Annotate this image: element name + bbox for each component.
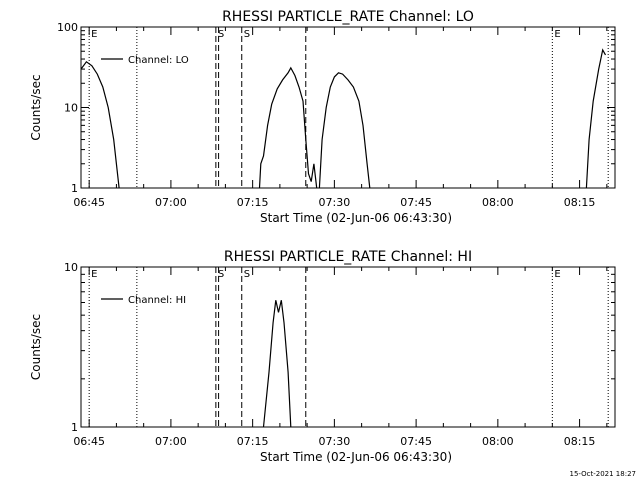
event-marker-label: S [244,29,250,40]
x-tick-label: 08:00 [482,435,514,448]
series-line [80,60,120,189]
y-tick-label: 100 [57,21,78,34]
y-tick-label: 10 [64,102,78,115]
x-tick-label: 06:45 [73,435,105,448]
y-tick-label: 1 [71,421,78,434]
date-stamp: 15-Oct-2021 18:27 [570,470,636,478]
x-tick-label: 07:30 [319,435,351,448]
x-tick-label: 07:00 [155,435,187,448]
series-line [262,300,292,428]
x-tick-label: 08:15 [564,196,596,209]
chart-panel-lo: RHESSI PARTICLE_RATE Channel: LO Start Ti… [29,9,616,225]
event-marker-label: E [91,269,97,280]
plot-frame [80,26,616,189]
y-axis-label: Counts/sec [29,314,43,380]
series-line [318,72,371,189]
x-tick-label: 07:15 [237,435,269,448]
legend-entry: Channel: LO [128,55,189,66]
event-marker-label: E [554,269,560,280]
series-line [585,48,607,189]
x-tick-label: 06:45 [73,196,105,209]
y-tick-label: 1 [71,182,78,195]
x-axis-label: Start Time (02-Jun-06 06:43:30) [260,450,452,464]
x-axis-label: Start Time (02-Jun-06 06:43:30) [260,211,452,225]
y-axis-label: Counts/sec [29,74,43,140]
chart-title: RHESSI PARTICLE_RATE Channel: HI [224,249,472,265]
x-tick-label: 08:00 [482,196,514,209]
x-tick-label: 08:15 [564,435,596,448]
series-line [258,66,318,189]
event-marker-label: S [218,29,224,40]
y-tick-label: 10 [64,261,78,274]
event-marker-label: E [91,29,97,40]
chart-panel-hi: RHESSI PARTICLE_RATE Channel: HI Start Ti… [29,249,616,464]
plot-frame [80,266,616,428]
event-marker-label: E [554,29,560,40]
chart-title: RHESSI PARTICLE_RATE Channel: LO [222,9,474,25]
x-tick-label: 07:45 [400,435,432,448]
x-tick-label: 07:00 [155,196,187,209]
legend-entry: Channel: HI [128,295,186,306]
x-tick-label: 07:15 [237,196,269,209]
x-tick-label: 07:30 [319,196,351,209]
event-marker-label: S [244,269,250,280]
event-marker-label: S [218,269,224,280]
x-tick-label: 07:45 [400,196,432,209]
